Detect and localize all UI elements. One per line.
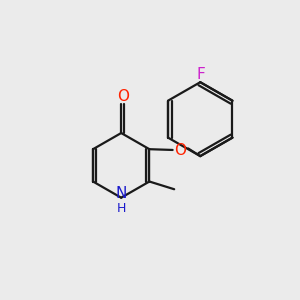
Text: H: H [116,202,126,215]
Text: N: N [116,186,127,201]
Text: O: O [174,143,186,158]
Text: F: F [197,67,206,82]
Text: O: O [117,88,129,104]
